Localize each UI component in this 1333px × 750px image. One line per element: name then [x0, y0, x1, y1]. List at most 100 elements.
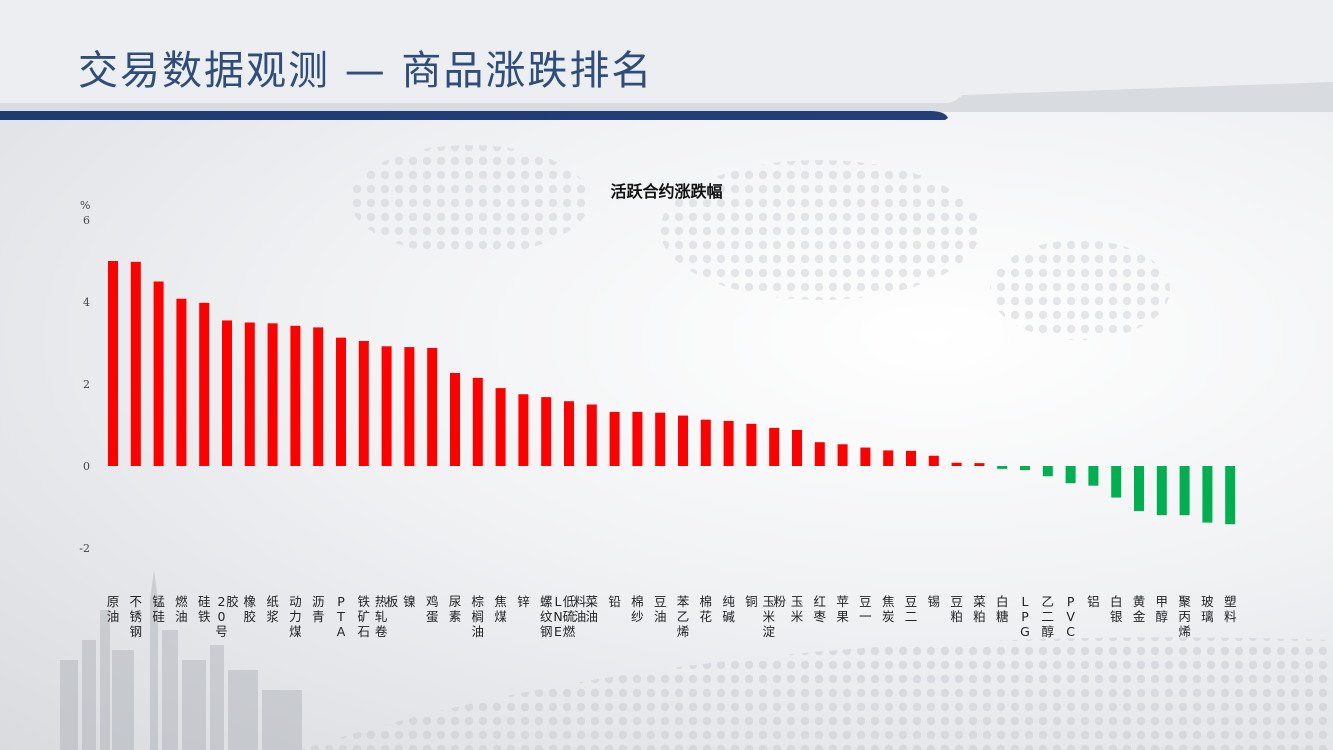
category-label: 焦炭 — [882, 594, 895, 624]
bar — [1042, 466, 1053, 477]
category-label: 玻璃 — [1201, 594, 1214, 624]
bar — [678, 415, 688, 466]
bar — [199, 302, 210, 466]
category-label: 热轧卷板 — [375, 594, 399, 639]
bar — [1020, 466, 1030, 471]
category-label: 乙二醇 — [1042, 594, 1055, 639]
bar — [381, 346, 392, 466]
bar — [1134, 466, 1144, 512]
category-label: 白糖 — [996, 594, 1009, 624]
category-label: L N E低硫燃料油 — [553, 594, 586, 639]
bar — [997, 466, 1008, 469]
category-label: 原油 — [107, 594, 120, 624]
category-label: 聚丙烯 — [1178, 594, 1191, 639]
category-label: 锰硅 — [152, 594, 165, 624]
category-label: 锡 — [928, 594, 941, 609]
bar — [814, 442, 825, 466]
header-swoosh-light — [0, 82, 1333, 112]
category-label: 苯乙烯 — [677, 594, 690, 639]
bar — [244, 322, 255, 466]
category-label: 铅 — [608, 594, 621, 609]
category-label: 燃油 — [175, 594, 188, 624]
bar — [450, 372, 460, 466]
bar — [1088, 466, 1099, 486]
bar — [746, 423, 757, 466]
category-label: 不锈钢 — [130, 594, 143, 639]
bar — [176, 298, 187, 466]
page-title: 交易数据观测 — 商品涨跌排名 — [78, 48, 654, 94]
category-label: 棉花 — [700, 594, 713, 624]
category-labels: 原油不锈钢锰硅燃油硅铁2 0 号胶 橡胶纸浆动力煤沥青 P T A 铁矿石热轧卷板镍鸡蛋尿素棕… — [107, 594, 1237, 639]
y-axis-ticks: 6 4 2 0 -2 — [79, 214, 90, 555]
category-label: 黄金 — [1133, 594, 1146, 624]
category-label: 菜油 — [586, 594, 599, 624]
category-label: 鸡蛋 — [426, 594, 439, 624]
bar — [906, 450, 916, 466]
bar — [586, 404, 597, 466]
bar — [1065, 466, 1076, 484]
bar — [792, 429, 802, 466]
category-label: 铁矿石 — [358, 594, 371, 639]
category-label: 豆粕 — [950, 594, 963, 624]
bar — [974, 463, 985, 466]
bar — [632, 411, 643, 466]
bar — [427, 347, 438, 466]
category-label: 螺纹钢 — [540, 594, 553, 639]
bar — [108, 261, 118, 466]
bar — [495, 388, 506, 466]
category-label: 动力煤 — [289, 594, 302, 639]
category-label: 纯碱 — [722, 594, 735, 624]
bar — [1156, 466, 1167, 516]
bar — [153, 281, 164, 466]
category-label: 塑料 — [1224, 594, 1237, 624]
bar — [472, 377, 483, 466]
bar — [358, 340, 369, 466]
category-label: 硅铁 — [198, 594, 211, 624]
category-label: 棉纱 — [631, 594, 644, 624]
y-tick-label: 6 — [83, 214, 90, 227]
bar — [1225, 466, 1236, 525]
y-tick-label: 4 — [83, 296, 90, 309]
category-label: 棕榈油 — [472, 594, 485, 639]
bar — [609, 411, 620, 466]
bar — [336, 337, 346, 466]
bar — [951, 462, 962, 466]
bar — [928, 455, 939, 466]
city-skyline — [60, 570, 302, 750]
chart-title: 活跃合约涨跌幅 — [610, 182, 723, 201]
category-label: 沥青 — [312, 594, 325, 624]
category-label: 甲醇 — [1156, 594, 1169, 624]
bar — [404, 347, 415, 466]
bar — [837, 444, 848, 466]
category-label: 菜粕 — [973, 594, 986, 624]
category-label: 铜 — [745, 594, 758, 609]
category-label: 玉米 — [791, 594, 804, 624]
bar — [290, 325, 301, 466]
bar — [564, 401, 574, 466]
category-label: 锌 — [517, 594, 530, 609]
dot-floor — [300, 637, 1333, 750]
bar — [222, 320, 232, 466]
category-label: 玉米淀粉 — [762, 594, 786, 639]
bar — [541, 397, 552, 466]
bar — [655, 412, 666, 466]
category-label: 橡胶 — [244, 594, 257, 624]
bar — [723, 420, 734, 466]
bar — [1111, 466, 1122, 498]
bar — [860, 447, 871, 466]
y-tick-label: -2 — [79, 542, 90, 555]
category-label: 苹果 — [836, 594, 849, 624]
y-tick-label: 0 — [83, 460, 90, 473]
category-label: 豆油 — [654, 594, 667, 624]
category-label: 焦煤 — [494, 594, 507, 624]
y-axis-unit: % — [80, 199, 90, 212]
bar — [1179, 466, 1190, 516]
world-map-dots — [350, 145, 1170, 340]
category-label: 纸浆 — [266, 594, 279, 624]
bar — [267, 323, 278, 466]
category-label: 镍 — [403, 594, 416, 609]
